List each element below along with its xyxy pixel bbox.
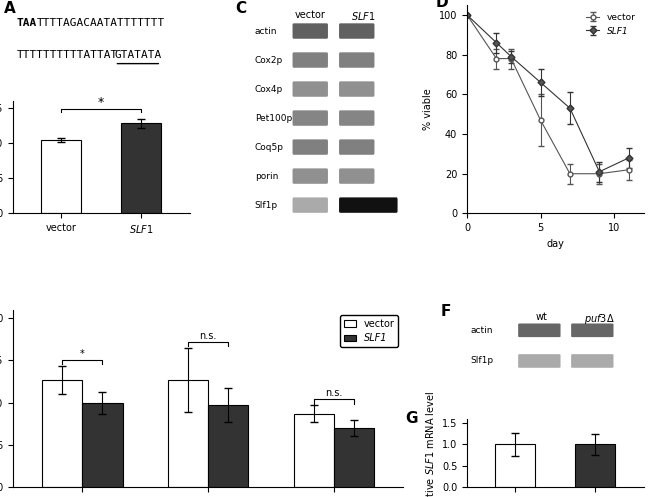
Text: Cox2p: Cox2p	[255, 56, 283, 65]
Text: $\mathit{SLF1}$: $\mathit{SLF1}$	[350, 10, 375, 22]
Text: actin: actin	[471, 326, 493, 335]
Text: wt: wt	[535, 312, 547, 322]
Text: Slf1p: Slf1p	[471, 356, 493, 365]
FancyBboxPatch shape	[292, 23, 328, 39]
Text: TTTTAGACAATATTTTTTT: TTTTAGACAATATTTTTTT	[37, 18, 165, 28]
FancyBboxPatch shape	[571, 324, 614, 337]
X-axis label: day: day	[546, 239, 564, 248]
Y-axis label: relative $\mathit{SLF1}$ mRNA level: relative $\mathit{SLF1}$ mRNA level	[424, 391, 436, 497]
Text: A: A	[4, 1, 16, 16]
FancyBboxPatch shape	[292, 139, 328, 155]
FancyBboxPatch shape	[339, 110, 374, 126]
Text: vector: vector	[295, 10, 326, 20]
FancyBboxPatch shape	[339, 197, 398, 213]
Text: $\mathit{puf3\Delta}$: $\mathit{puf3\Delta}$	[584, 312, 615, 326]
Bar	[208, 405, 248, 487]
Text: Coq5p: Coq5p	[255, 143, 284, 152]
Text: *: *	[98, 96, 105, 109]
Bar	[495, 444, 535, 487]
Legend: vector, SLF1: vector, SLF1	[582, 9, 639, 39]
FancyBboxPatch shape	[292, 197, 328, 213]
Text: TAA: TAA	[16, 18, 37, 28]
FancyBboxPatch shape	[571, 354, 614, 368]
Text: C: C	[235, 1, 246, 16]
FancyBboxPatch shape	[518, 324, 560, 337]
Text: n.s.: n.s.	[326, 389, 343, 399]
Text: Cox4p: Cox4p	[255, 84, 283, 93]
FancyBboxPatch shape	[292, 82, 328, 97]
Text: Slf1p: Slf1p	[255, 201, 278, 210]
Text: TTTTTTTTTTATTAT: TTTTTTTTTTATTAT	[16, 51, 118, 61]
Bar	[83, 403, 123, 487]
Text: D: D	[436, 0, 448, 9]
Legend: vector, SLF1: vector, SLF1	[341, 315, 398, 347]
Bar	[122, 123, 161, 213]
Bar	[42, 380, 83, 487]
Text: GTATATA: GTATATA	[114, 51, 162, 61]
Y-axis label: % viable: % viable	[423, 88, 434, 130]
Bar	[41, 140, 81, 213]
Bar	[168, 380, 208, 487]
Bar	[294, 414, 334, 487]
Text: actin: actin	[255, 26, 278, 35]
FancyBboxPatch shape	[339, 82, 374, 97]
Text: Pet100p: Pet100p	[255, 114, 292, 123]
FancyBboxPatch shape	[339, 52, 374, 68]
FancyBboxPatch shape	[339, 23, 374, 39]
Text: porin: porin	[255, 171, 278, 180]
Text: F: F	[441, 304, 451, 320]
Bar	[575, 444, 616, 487]
Text: *: *	[80, 349, 84, 359]
FancyBboxPatch shape	[339, 139, 374, 155]
FancyBboxPatch shape	[292, 110, 328, 126]
Text: n.s.: n.s.	[200, 331, 217, 341]
Bar	[334, 428, 374, 487]
FancyBboxPatch shape	[518, 354, 560, 368]
FancyBboxPatch shape	[292, 168, 328, 184]
FancyBboxPatch shape	[339, 168, 374, 184]
Text: G: G	[405, 411, 418, 426]
FancyBboxPatch shape	[292, 52, 328, 68]
